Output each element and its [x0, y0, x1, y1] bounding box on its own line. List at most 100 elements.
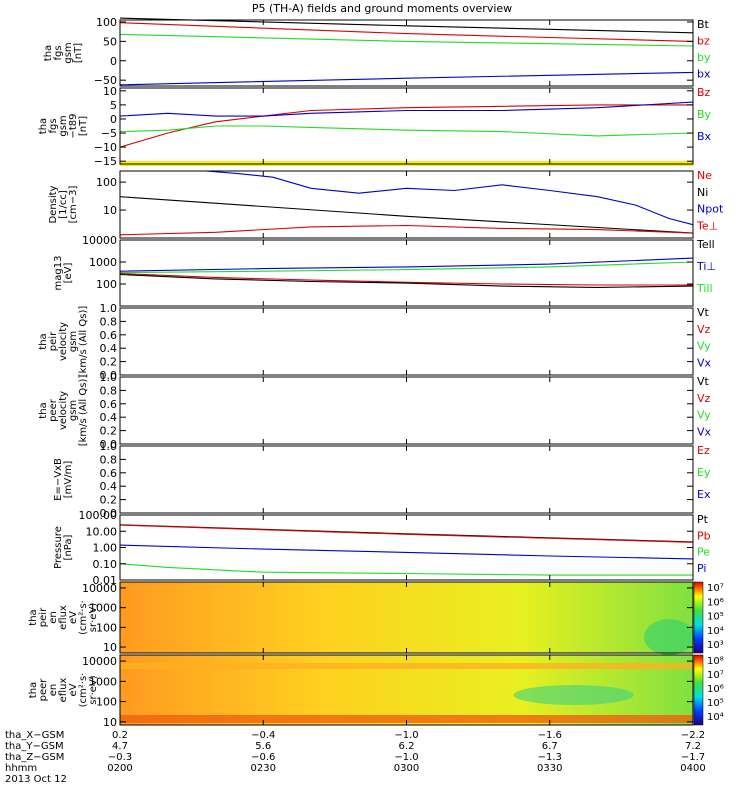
- legend-entry: Ex: [697, 488, 711, 501]
- x-axis-value: −0.4: [251, 730, 275, 741]
- legend-entry: bx: [697, 68, 711, 81]
- y-axis-label: sr·eV): [88, 603, 99, 632]
- y-axis-label: tha: [38, 118, 49, 134]
- legend-entry: Vy: [697, 409, 711, 422]
- legend-entry: Pi: [697, 562, 706, 575]
- spectrogram-region: [513, 685, 634, 705]
- y-tick-label: 100: [96, 278, 117, 291]
- y-axis-label: E=−VxB: [53, 458, 64, 501]
- panel-frame: [119, 307, 694, 376]
- x-axis-value: 0300: [394, 763, 419, 774]
- y-tick-label: −5: [101, 127, 117, 140]
- panel-9: 10³ 10⁴ 10⁵ 10⁶ 10⁷ 10 100 1000 10000 tha peir en ef…: [28, 581, 724, 655]
- x-axis-row-label: tha_Y−GSM: [5, 741, 64, 752]
- y-axis-label: peer: [48, 398, 59, 422]
- panel-frame: [119, 376, 694, 445]
- x-axis-value: 7.2: [685, 741, 701, 752]
- y-tick-label: 0.8: [100, 453, 118, 466]
- y-axis-label: tha: [38, 333, 49, 349]
- y-tick-label: 0.6: [100, 398, 118, 411]
- y-tick-label: 1000: [89, 675, 117, 688]
- colorbar-tick-label: 10⁴: [707, 712, 724, 723]
- x-axis-value: 6.2: [399, 741, 415, 752]
- colorbar-tick-label: 10⁵: [707, 698, 724, 709]
- y-tick-label: 0.4: [100, 342, 118, 355]
- y-axis-label: gsm: [68, 400, 79, 421]
- y-tick-label: 10000: [82, 582, 117, 595]
- series-line-1: [119, 17, 694, 34]
- x-axis-row-label: tha_X−GSM: [5, 730, 64, 741]
- y-axis-label: velocity: [58, 391, 69, 430]
- legend-entry: bz: [697, 35, 710, 48]
- y-tick-label: 1.0: [100, 371, 118, 384]
- legend-entry: Vz: [697, 392, 711, 405]
- y-axis-label: eV: [68, 611, 79, 624]
- legend-entry: Vz: [697, 323, 711, 336]
- y-tick-label: 100: [96, 621, 117, 634]
- x-axis-value: −2.2: [681, 730, 705, 741]
- panel-8: 0.01 0.10 1.00 10.00 100.00 Pressure [nPa] Pt Pb…: [53, 509, 711, 587]
- y-tick-label: 0.2: [100, 494, 118, 507]
- y-axis-label: tha: [28, 682, 39, 698]
- legend-entry: Pe: [697, 546, 710, 559]
- x-axis-value: 5.6: [255, 741, 271, 752]
- legend-entry: Vt: [697, 375, 710, 388]
- x-axis-value: −1.6: [538, 730, 562, 741]
- y-axis-label: [1/cc]: [58, 190, 69, 219]
- y-axis-label: gsm: [63, 42, 74, 63]
- y-axis-label: eflux: [58, 678, 69, 703]
- y-axis-label: [nT]: [73, 43, 84, 63]
- y-axis-label: [eV]: [63, 263, 74, 284]
- legend-entry: Vx: [697, 425, 712, 438]
- series-line-4: [119, 273, 694, 288]
- y-tick-label: 1.0: [100, 302, 118, 315]
- y-axis-label: −t89: [68, 113, 79, 138]
- x-axis-value: 0230: [251, 763, 276, 774]
- series-line-3: [119, 33, 694, 47]
- y-axis-label: (cm²·s·: [78, 600, 89, 635]
- y-tick-label: 1.0: [100, 440, 118, 453]
- y-axis-label: eflux: [58, 605, 69, 630]
- y-axis-label: peir: [38, 607, 49, 627]
- series-line-2: [119, 524, 694, 543]
- series-line-2: [119, 22, 694, 42]
- colorbar-tick-label: 10⁶: [707, 597, 724, 608]
- series-line-3: [119, 544, 694, 560]
- panel-4: 100 1000 10000 mag13 [eV] Tell Ti⊥ Till: [53, 234, 716, 307]
- series-line-1: [119, 196, 694, 234]
- y-axis-label: tha: [38, 402, 49, 418]
- y-tick-label: 0.6: [100, 467, 118, 480]
- y-axis-label: [nT]: [78, 116, 89, 136]
- colorbar: [693, 654, 704, 726]
- x-axis-date: 2013 Oct 12: [5, 774, 67, 785]
- y-tick-label: −15: [94, 155, 117, 168]
- series-line-3: [119, 101, 694, 117]
- y-tick-label: 1000: [89, 256, 117, 269]
- x-axis-row-label: hhmm: [5, 763, 37, 774]
- panel-frame: [119, 87, 694, 165]
- y-axis-label: gsm: [58, 115, 69, 136]
- spectrogram-band-low: [120, 715, 693, 723]
- legend-entry: Vy: [697, 340, 711, 353]
- y-axis-label: Pressure: [53, 526, 64, 569]
- colorbar-tick-label: 10³: [707, 640, 724, 651]
- legend-entry: by: [697, 51, 711, 64]
- y-axis-label: [mV/m]: [63, 461, 74, 499]
- series-line-4: [119, 563, 693, 576]
- y-axis-label: fgs: [48, 118, 59, 133]
- y-tick-label: 10000: [82, 234, 117, 247]
- y-tick-label: 1000: [89, 602, 117, 615]
- panel-frame: [119, 445, 694, 514]
- y-tick-label: 10.00: [86, 525, 118, 538]
- x-axis-table: tha_X−GSM 0.2 −0.4 −1.0 −1.6 −2.2 tha_Y−GSM 4.7…: [5, 730, 706, 785]
- colorbar-tick-label: 10⁵: [707, 612, 724, 623]
- y-tick-label: 0.8: [100, 315, 118, 328]
- x-axis-value: 6.7: [542, 741, 558, 752]
- y-tick-label: 5: [110, 99, 117, 112]
- colorbar-tick-label: 10⁴: [707, 626, 724, 637]
- y-tick-label: 0: [110, 55, 117, 68]
- panel-3: 10 100 Density [1/cc] [cm−3] Ne Ni Npot Te⊥: [48, 169, 724, 239]
- spectrogram-region: [644, 619, 695, 655]
- y-axis-label: tha: [43, 45, 54, 61]
